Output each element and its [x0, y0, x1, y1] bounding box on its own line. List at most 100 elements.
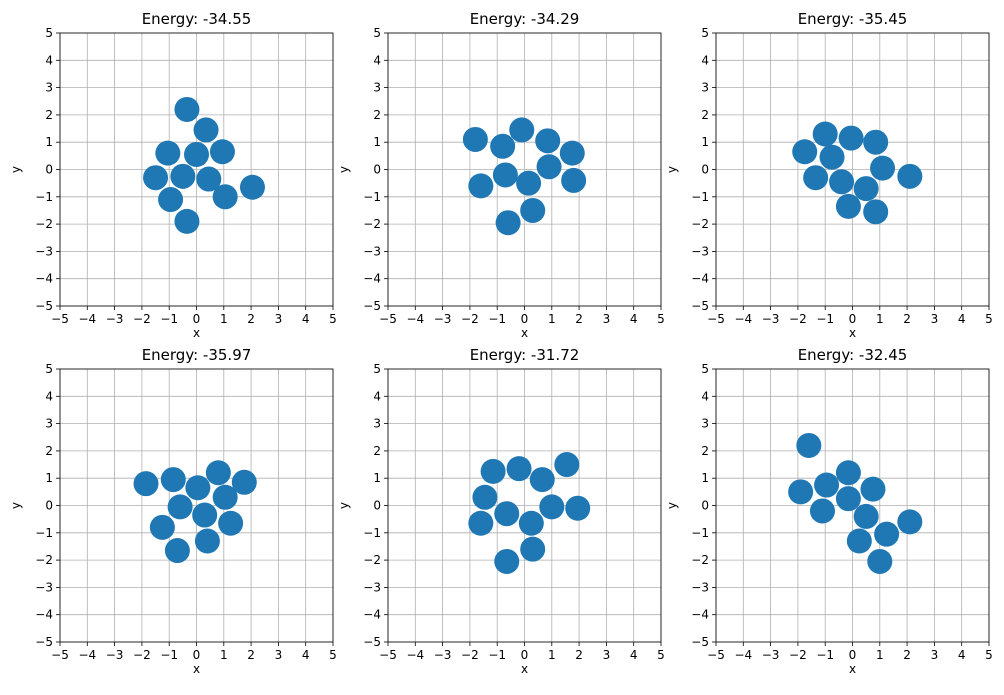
scatter-point — [174, 96, 200, 122]
y-axis-label: y — [665, 502, 679, 509]
x-tick-label: 1 — [876, 312, 884, 326]
scatter-point — [231, 469, 257, 495]
x-tick-label: −1 — [160, 312, 178, 326]
x-tick-label: 3 — [603, 312, 611, 326]
x-tick-label: 0 — [193, 312, 201, 326]
y-tick-label: 0 — [45, 499, 53, 513]
subplot-title: Energy: -31.72 — [470, 346, 580, 364]
scatter-point — [838, 125, 864, 151]
x-tick-label: −2 — [461, 312, 479, 326]
y-tick-label: 2 — [373, 444, 381, 458]
x-tick-label: 5 — [985, 648, 993, 662]
y-tick-label: 1 — [701, 471, 709, 485]
x-tick-label: −4 — [406, 312, 424, 326]
scatter-point — [158, 187, 184, 213]
scatter-point — [490, 133, 516, 159]
y-tick-label: 1 — [45, 471, 53, 485]
scatter-point — [860, 476, 886, 502]
x-tick-label: 3 — [275, 312, 283, 326]
scatter-point — [863, 199, 889, 225]
x-tick-label: 4 — [630, 312, 638, 326]
y-tick-label: 1 — [45, 135, 53, 149]
scatter-point — [205, 460, 231, 486]
scatter-point — [509, 117, 535, 143]
scatter-point — [518, 510, 544, 536]
y-tick-label: −5 — [363, 299, 381, 313]
scatter-point — [559, 140, 585, 166]
x-tick-label: −2 — [133, 312, 151, 326]
scatter-point — [819, 144, 845, 170]
scatter-point — [529, 467, 555, 493]
scatter-point — [516, 170, 542, 196]
scatter-point — [196, 166, 222, 192]
subplot-1: −5 −4 −3 −2 −1 0 1 2 3 4 5 −5 −4 −3 −2 −1 0 1 2 3 4 5 Energy: … — [9, 10, 337, 340]
y-axis-label: y — [337, 166, 351, 173]
scatter-point — [520, 197, 546, 223]
subplot-title: Energy: -34.29 — [470, 10, 580, 28]
y-tick-label: 4 — [701, 389, 709, 403]
scatter-point — [193, 117, 219, 143]
x-axis-label: x — [193, 662, 200, 676]
x-tick-label: 2 — [247, 312, 255, 326]
y-tick-label: 2 — [45, 444, 53, 458]
scatter-point — [796, 432, 822, 458]
scatter-point — [462, 126, 488, 152]
scatter-point — [835, 193, 861, 219]
x-tick-label: 5 — [657, 648, 665, 662]
subplot-title: Energy: -34.55 — [142, 10, 252, 28]
y-axis-label: y — [337, 502, 351, 509]
subplot-3: −5 −4 −3 −2 −1 0 1 2 3 4 5 −5 −4 −3 −2 −1 0 1 2 3 4 5 Energy: … — [665, 10, 993, 340]
y-tick-label: −1 — [691, 526, 709, 540]
scatter-point — [209, 139, 235, 165]
scatter-point — [536, 154, 562, 180]
subplot-title: Energy: -35.97 — [142, 346, 252, 364]
y-tick-label: −2 — [35, 217, 53, 231]
x-tick-label: 2 — [903, 648, 911, 662]
subplot-title: Energy: -35.45 — [798, 10, 908, 28]
x-tick-label: −1 — [816, 312, 834, 326]
y-tick-label: −5 — [35, 635, 53, 649]
scatter-point — [164, 538, 190, 564]
x-tick-label: −4 — [78, 312, 96, 326]
x-tick-label: −5 — [707, 648, 725, 662]
y-tick-label: −4 — [691, 608, 709, 622]
x-axis-label: x — [521, 326, 528, 340]
x-tick-label: 0 — [521, 648, 529, 662]
x-tick-label: 2 — [575, 312, 583, 326]
scatter-point — [184, 141, 209, 167]
scatter-point — [194, 528, 220, 554]
y-tick-label: 5 — [373, 362, 381, 376]
y-tick-label: −5 — [35, 299, 53, 313]
x-tick-label: 1 — [548, 648, 556, 662]
x-tick-label: −3 — [434, 648, 452, 662]
y-tick-label: 3 — [373, 417, 381, 431]
scatter-point — [167, 494, 193, 520]
y-axis-label: y — [9, 166, 23, 173]
scatter-point — [535, 128, 561, 154]
y-tick-label: −5 — [691, 635, 709, 649]
x-tick-label: −3 — [434, 312, 452, 326]
scatter-point — [853, 503, 879, 529]
y-tick-label: −5 — [691, 299, 709, 313]
scatter-point — [174, 208, 200, 234]
y-tick-label: −3 — [691, 244, 709, 258]
y-tick-label: −2 — [691, 553, 709, 567]
scatter-point — [853, 176, 879, 202]
x-axis-label: x — [849, 326, 856, 340]
scatter-point — [506, 456, 532, 482]
scatter-point — [863, 129, 889, 155]
axes-frame — [387, 368, 662, 643]
axes-frame — [715, 368, 990, 643]
scatter-point — [185, 475, 211, 501]
y-tick-label: −2 — [691, 217, 709, 231]
x-tick-label: 0 — [193, 648, 201, 662]
y-tick-label: −1 — [691, 190, 709, 204]
x-tick-label: 1 — [876, 648, 884, 662]
y-tick-label: −4 — [691, 272, 709, 286]
scatter-point — [565, 495, 591, 521]
scatter-point — [468, 510, 494, 536]
scatter-point — [149, 514, 175, 540]
scatter-point — [133, 471, 159, 497]
scatter-point — [897, 509, 923, 535]
axes-frame — [59, 368, 334, 643]
